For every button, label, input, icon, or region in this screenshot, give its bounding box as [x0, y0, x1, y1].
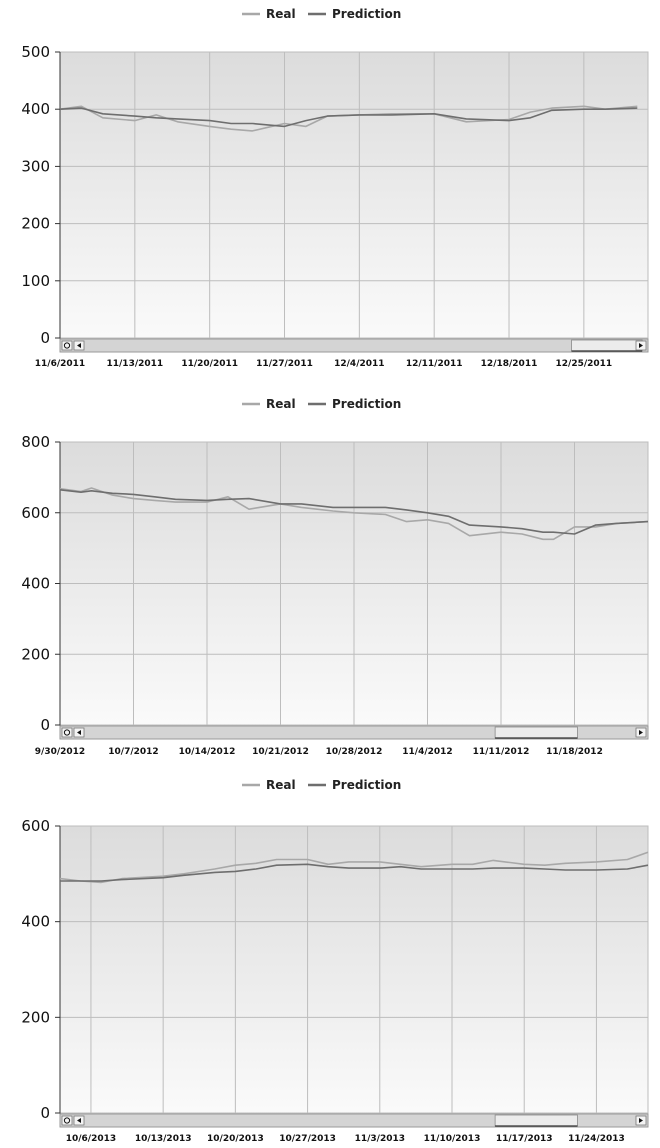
- chart-panel-3: 0 200 400 600 10/6/2013 10/13/2013 10/20/2013 1…: [21, 778, 649, 1144]
- scrollbar-thumb[interactable]: [494, 726, 578, 739]
- magnifier-circle-icon[interactable]: [61, 727, 73, 738]
- y-tick-label: 0: [40, 329, 50, 347]
- y-tick-label: 200: [21, 645, 50, 663]
- x-tick-label: 11/4/2012: [402, 747, 452, 757]
- y-tick-label: 0: [40, 716, 50, 734]
- x-tick-label: 10/7/2012: [108, 747, 158, 757]
- legend: Real Prediction: [242, 397, 401, 411]
- scrollbar-thumb[interactable]: [571, 339, 643, 352]
- magnifier-circle-icon[interactable]: [61, 1115, 73, 1126]
- y-tick-label: 0: [40, 1104, 50, 1122]
- horizontal-scrollbar[interactable]: [59, 1113, 649, 1128]
- x-tick-label: 11/11/2012: [473, 747, 530, 757]
- chart-panel-1: 0 100 200 300 400 500 11/6/2011 11/13/2011 11/20…: [21, 7, 649, 369]
- plot-area: [59, 51, 649, 339]
- x-tick-label: 11/18/2012: [546, 747, 603, 757]
- x-tick-label: 11/24/2013: [568, 1134, 625, 1144]
- arrow-left-icon[interactable]: [73, 1115, 85, 1126]
- x-tick-label: 11/17/2013: [496, 1134, 553, 1144]
- legend-label-real: Real: [266, 778, 296, 792]
- legend-label-real: Real: [266, 397, 296, 411]
- x-tick-label: 12/25/2011: [556, 359, 613, 369]
- arrow-right-icon[interactable]: [635, 1115, 647, 1126]
- x-tick-label: 11/6/2011: [35, 359, 85, 369]
- y-tick-label: 100: [21, 272, 50, 290]
- y-tick-label: 400: [21, 913, 50, 931]
- x-tick-label: 9/30/2012: [35, 747, 85, 757]
- legend: Real Prediction: [242, 7, 401, 21]
- arrow-left-icon[interactable]: [73, 727, 85, 738]
- y-tick-label: 600: [21, 504, 50, 522]
- series-line-prediction: [60, 863, 649, 882]
- series-line-real: [59, 851, 649, 884]
- y-tick-label: 500: [21, 43, 50, 61]
- series-line-prediction: [59, 107, 638, 128]
- legend: Real Prediction: [242, 778, 401, 792]
- y-tick-label: 400: [21, 575, 50, 593]
- legend-label-real: Real: [266, 7, 296, 21]
- x-tick-label: 12/11/2011: [406, 359, 463, 369]
- x-tick-label: 11/10/2013: [424, 1134, 481, 1144]
- legend-label-prediction: Prediction: [332, 7, 401, 21]
- y-tick-label: 600: [21, 817, 50, 835]
- magnifier-circle-icon[interactable]: [61, 340, 73, 351]
- x-tick-label: 10/27/2013: [279, 1134, 336, 1144]
- horizontal-scrollbar[interactable]: [59, 338, 649, 353]
- series-line-prediction: [59, 489, 649, 535]
- x-tick-label: 12/18/2011: [481, 359, 538, 369]
- x-tick-label: 11/3/2013: [355, 1134, 405, 1144]
- arrow-left-icon[interactable]: [73, 340, 85, 351]
- x-tick-label: 10/14/2012: [179, 747, 236, 757]
- x-tick-label: 10/6/2013: [66, 1134, 116, 1144]
- series-line-real: [59, 487, 649, 541]
- scrollbar-track[interactable]: [59, 338, 649, 353]
- horizontal-scrollbar[interactable]: [59, 725, 649, 740]
- x-tick-label: 12/4/2011: [334, 359, 384, 369]
- legend-label-prediction: Prediction: [332, 397, 401, 411]
- x-tick-label: 11/13/2011: [107, 359, 164, 369]
- y-tick-label: 800: [21, 433, 50, 451]
- chart-panel-2: 0 200 400 600 800 9/30/2012 10/7/2012 10/14/201…: [21, 397, 649, 757]
- arrow-right-icon[interactable]: [635, 727, 647, 738]
- x-tick-label: 10/20/2013: [207, 1134, 264, 1144]
- scrollbar-thumb[interactable]: [494, 1114, 578, 1127]
- x-tick-label: 10/21/2012: [252, 747, 309, 757]
- y-tick-label: 200: [21, 1008, 50, 1026]
- x-tick-label: 11/27/2011: [256, 359, 313, 369]
- x-tick-label: 10/13/2013: [135, 1134, 192, 1144]
- legend-label-prediction: Prediction: [332, 778, 401, 792]
- x-tick-label: 11/20/2011: [181, 359, 238, 369]
- y-tick-label: 200: [21, 215, 50, 233]
- y-tick-label: 300: [21, 157, 50, 175]
- arrow-right-icon[interactable]: [635, 340, 647, 351]
- y-tick-label: 400: [21, 100, 50, 118]
- x-tick-label: 10/28/2012: [326, 747, 383, 757]
